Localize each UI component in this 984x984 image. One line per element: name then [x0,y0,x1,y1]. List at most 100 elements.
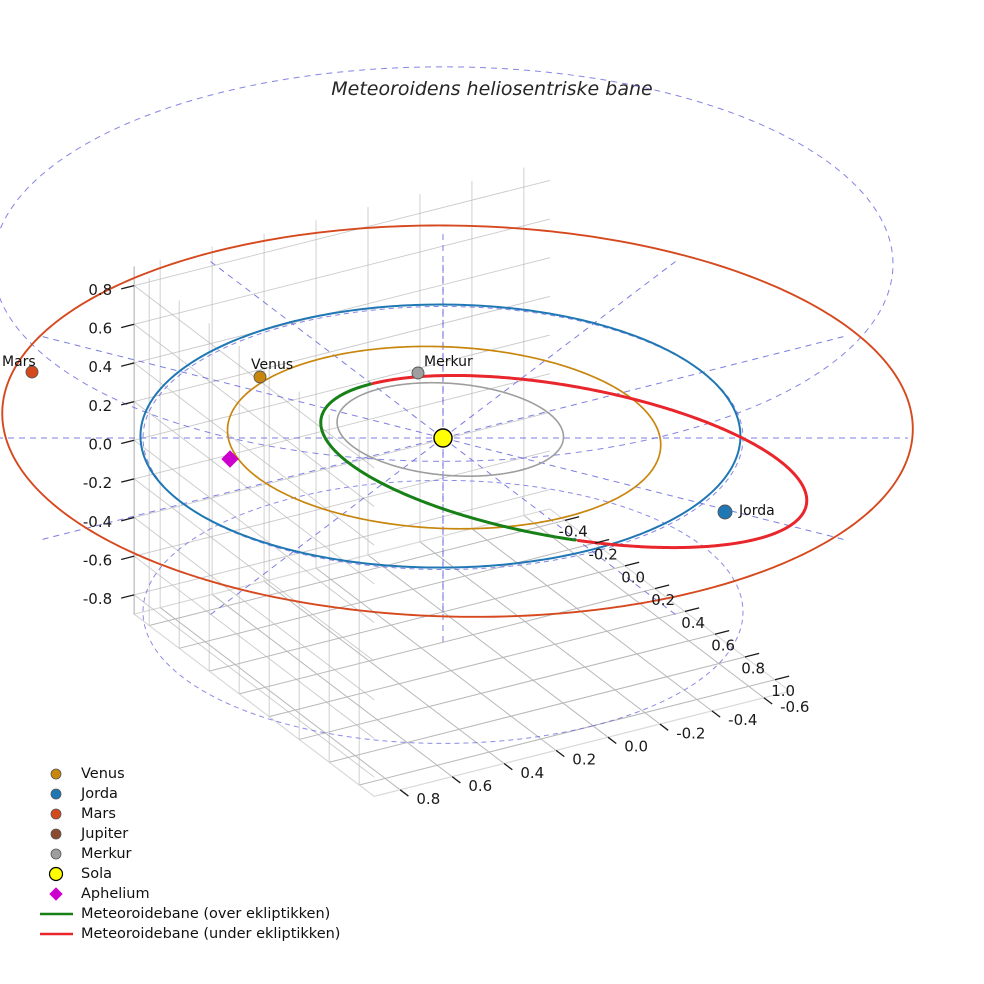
grid-line [134,179,550,287]
grid-line [471,528,713,712]
grid-line [134,489,550,596]
tick-label-z: -0.8 [83,590,112,608]
helper-line [210,261,444,439]
legend-label: Sola [81,866,112,882]
tick-mark [451,776,461,784]
helper-lines [0,66,908,744]
tick-mark [714,629,730,635]
tick-mark [711,710,721,718]
grid-line [419,541,661,725]
legend-marker-venus [50,768,62,780]
grid-line [159,607,401,791]
legend-label: Mars [81,806,116,822]
marker-aphelium [221,450,239,468]
tick-label-x: 0.0 [621,568,645,586]
reference-circle-top [0,66,894,462]
grid-line [179,542,595,649]
tick-label-y: 0.2 [572,751,596,769]
tick-mark [555,749,565,758]
tick-mark [594,538,610,544]
tick-mark [121,285,135,290]
orbit-curves [1,224,914,618]
legend-label: Jorda [80,786,118,802]
tick-mark [121,362,135,367]
grid-line [299,633,715,740]
grid-line [239,588,655,695]
tick-label-x: 0.6 [711,637,735,655]
tick-mark [744,652,760,658]
tick-label-y: -0.6 [780,698,809,716]
tick-label-y: 0.8 [416,790,440,808]
tick-label-y: 0.0 [624,737,648,755]
legend-label: Meteoroidebane (under ekliptikken) [81,926,340,942]
marker-venus [253,370,267,384]
tick-mark [607,736,617,744]
grid-line [133,362,375,546]
tick-label-y: -0.2 [676,724,705,742]
tick-mark [654,584,670,590]
legend-label: Aphelium [81,886,150,902]
legend-label: Jupiter [80,826,128,842]
helper-line [442,437,676,615]
tick-label-x: 0.8 [741,659,765,677]
grid-line [134,411,550,518]
tick-mark [121,555,135,561]
grid-line [211,594,453,778]
legend-marker-sola [48,866,64,882]
helper-line [40,437,444,541]
legend-label: Meteoroidebane (over ekliptikken) [81,906,330,922]
tick-label-x: -0.2 [589,545,618,563]
grid-line [134,450,550,557]
legend-marker-jorda [50,788,62,800]
body-markers: Venus Jorda Mars Merkur [2,354,775,520]
legend-marker-merkur [50,848,62,860]
grid-line [149,519,565,627]
grid-line [367,554,609,738]
grid-line [523,515,765,699]
marker-merkur [411,366,425,380]
helper-line [442,335,846,439]
orbit-venus-bane [226,345,662,530]
tick-label-z: -0.6 [83,551,112,569]
marker-jorda [717,504,733,520]
grid-line [133,401,375,585]
legend: Venus Jorda Mars Jupiter Merkur Sola Aphelium M… [40,766,340,942]
tick-label-z: 0.6 [88,320,112,338]
tick-mark [121,323,135,329]
meteoroid-orbit-above-ecliptic [320,382,373,416]
label-mars: Mars [2,354,36,370]
tick-mark [624,561,640,567]
tick-mark [503,762,513,771]
axis-ticks: -0.4-0.20.00.20.40.60.81.0-0.6-0.4-0.20.… [83,281,810,808]
grid-line [315,567,557,751]
legend-label: Venus [81,766,125,782]
grid-line [263,580,505,764]
tick-mark [121,439,135,445]
axes-panes [132,167,792,798]
grid-line [134,257,550,364]
label-venus: Venus [251,357,293,373]
grid-line [269,610,685,718]
helper-line [442,437,846,541]
tick-label-y: -0.4 [728,711,757,729]
grid-line [133,323,375,507]
helper-line [442,261,676,439]
tick-mark [684,607,700,613]
tick-mark [121,478,135,483]
tick-label-y: 0.6 [468,777,492,795]
tick-label-x: 1.0 [771,682,795,700]
meteoroid-orbit-above-ecliptic [319,412,577,542]
legend-label: Merkur [81,846,132,862]
tick-label-z: 0.4 [88,358,112,376]
marker-sola [433,428,453,448]
meteoroid-orbit-below-ecliptic [371,373,809,550]
tick-mark [564,516,580,521]
legend-marker-jupiter [50,828,62,840]
grid-line [209,565,625,672]
tick-mark [399,789,409,797]
grid-line [134,218,550,325]
marker-mars [25,365,39,379]
tick-label-x: -0.4 [559,523,588,541]
grid-line [133,555,375,739]
